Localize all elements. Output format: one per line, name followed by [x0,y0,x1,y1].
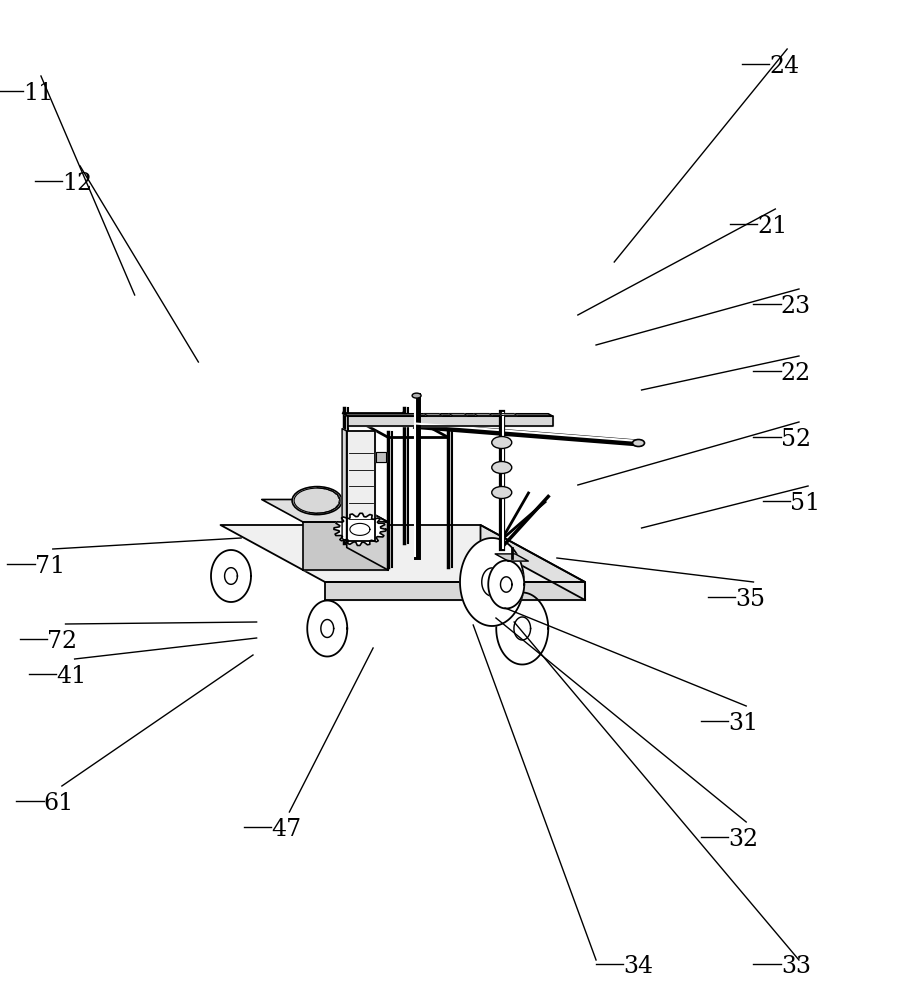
Text: 35: 35 [735,588,765,611]
Text: 41: 41 [56,665,86,688]
Text: 12: 12 [62,172,92,195]
Polygon shape [343,414,552,416]
Polygon shape [308,601,348,656]
Text: 21: 21 [757,215,787,238]
Text: 47: 47 [271,818,301,841]
Polygon shape [480,525,585,600]
Polygon shape [496,593,548,664]
Ellipse shape [292,487,342,515]
Text: 31: 31 [728,712,758,735]
Polygon shape [334,513,386,546]
Polygon shape [474,414,492,415]
Text: 51: 51 [790,492,820,515]
Polygon shape [489,561,524,608]
Text: 23: 23 [781,295,811,318]
Text: 61: 61 [44,792,74,815]
Text: 71: 71 [35,555,65,578]
Text: 22: 22 [781,362,811,385]
Polygon shape [376,452,386,462]
Text: 32: 32 [728,828,758,851]
Polygon shape [347,431,375,541]
Ellipse shape [294,488,340,513]
Text: 24: 24 [769,55,799,78]
Ellipse shape [412,393,421,398]
Text: 11: 11 [23,82,53,105]
Text: 72: 72 [47,630,77,653]
Text: 34: 34 [623,955,653,978]
Polygon shape [424,414,442,415]
Polygon shape [303,522,388,570]
Ellipse shape [632,440,644,446]
Polygon shape [348,416,552,426]
Ellipse shape [491,462,511,474]
Ellipse shape [491,436,511,448]
Ellipse shape [491,487,511,498]
Polygon shape [342,429,347,541]
Polygon shape [211,550,251,602]
Polygon shape [262,499,388,522]
Polygon shape [460,538,524,626]
Text: 33: 33 [781,955,811,978]
Polygon shape [325,582,585,600]
Polygon shape [495,554,529,561]
Polygon shape [499,414,517,415]
Polygon shape [347,499,388,570]
Polygon shape [220,525,585,582]
Text: 52: 52 [781,428,811,451]
Polygon shape [449,414,467,415]
